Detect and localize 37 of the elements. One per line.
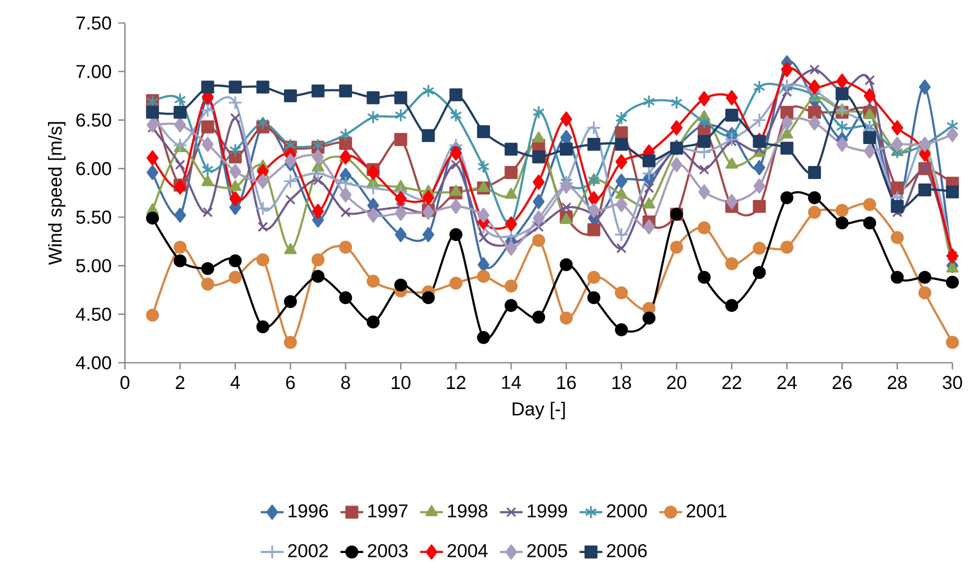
y-tick-label: 7.50 xyxy=(76,16,112,30)
legend-label: 2000 xyxy=(607,504,647,518)
legend-label: 1996 xyxy=(288,504,328,518)
x-tick-label: 6 xyxy=(286,376,295,390)
legend-label: 2001 xyxy=(686,504,726,518)
y-tick-label: 7.00 xyxy=(76,65,112,78)
legend-label: 1999 xyxy=(528,504,567,518)
x-tick-label: 28 xyxy=(888,376,907,390)
legend-label: 2002 xyxy=(288,544,328,558)
y-tick-label: 6.50 xyxy=(76,114,112,127)
legend-label: 2004 xyxy=(448,544,488,558)
x-axis-title: Day [-] xyxy=(512,402,565,420)
x-tick-label: 18 xyxy=(612,376,631,390)
y-tick-label: 4.00 xyxy=(76,356,112,370)
y-tick-label: 6.00 xyxy=(76,162,112,176)
x-tick-label: 12 xyxy=(446,376,466,390)
legend-label: 1997 xyxy=(368,504,408,518)
y-tick-label: 5.50 xyxy=(76,210,112,224)
legend-label: 2003 xyxy=(368,544,408,558)
x-tick-label: 26 xyxy=(832,376,852,390)
legend-label: 1998 xyxy=(448,504,488,518)
x-tick-label: 20 xyxy=(667,376,686,390)
y-tick-label: 5.00 xyxy=(76,259,112,272)
y-axis-title: Wind speed [m/s] xyxy=(48,122,66,266)
x-tick-label: 8 xyxy=(341,376,350,390)
x-tick-label: 10 xyxy=(392,376,410,390)
legend-label: 2006 xyxy=(607,544,647,558)
x-tick-label: 24 xyxy=(777,376,797,390)
x-tick-label: 22 xyxy=(722,376,742,390)
legend-label: 2005 xyxy=(527,544,568,558)
x-tick-label: 0 xyxy=(120,376,130,390)
x-tick-label: 2 xyxy=(176,376,184,390)
x-tick-label: 30 xyxy=(942,376,962,390)
x-tick-label: 14 xyxy=(502,376,521,389)
x-tick-label: 4 xyxy=(230,376,240,389)
y-tick-label: 4.50 xyxy=(76,308,112,322)
x-tick-label: 16 xyxy=(557,376,576,390)
